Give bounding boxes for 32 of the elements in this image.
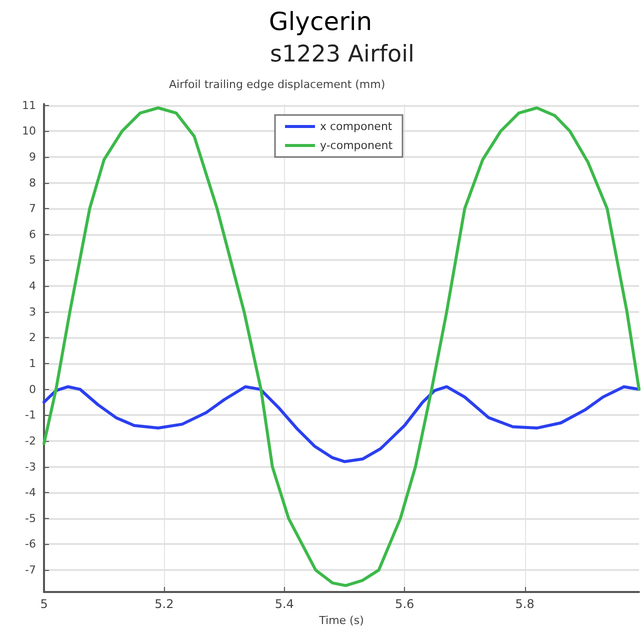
x-axis-title: Time (s) [318, 614, 364, 627]
y-tick-label: 10 [22, 124, 36, 138]
y-tick-label: 5 [29, 254, 36, 267]
y-tick-label: -3 [25, 460, 36, 474]
y-axis-title: Airfoil trailing edge displacement (mm) [169, 78, 386, 91]
y-tick-label: -7 [25, 564, 36, 577]
y-tick-label: -4 [25, 486, 36, 500]
x-tick-label: 5.6 [395, 597, 414, 611]
y-tick-label: 2 [29, 331, 36, 344]
y-tick-label: 11 [22, 98, 36, 112]
x-tick-label: 5.8 [515, 597, 534, 611]
y-tick-label: 9 [29, 150, 36, 164]
y-tick-label: 6 [29, 228, 36, 241]
y-tick-label: 1 [29, 356, 36, 370]
x-tick-label: 5.4 [274, 597, 294, 611]
y-tick-label: -5 [25, 512, 36, 525]
line-series [42, 385, 640, 464]
y-tick-label: 0 [29, 382, 36, 396]
y-tick-label: -6 [25, 538, 36, 551]
legend-label: x component [320, 120, 393, 133]
x-tick-label: 5.2 [154, 597, 174, 611]
y-tick-label: 4 [29, 280, 36, 293]
y-tick-label: -1 [25, 408, 36, 422]
y-tick-label: 8 [29, 176, 36, 190]
x-tick-label: 5 [40, 597, 48, 611]
legend-label: y-component [320, 139, 394, 152]
y-tick-label: 7 [29, 202, 36, 216]
y-tick-label: -2 [25, 434, 36, 448]
chart-subtitle: s1223 Airfoil [270, 42, 414, 68]
line-series [42, 106, 640, 588]
chart-title: Glycerin [268, 7, 372, 36]
y-tick-label: 3 [29, 305, 36, 318]
